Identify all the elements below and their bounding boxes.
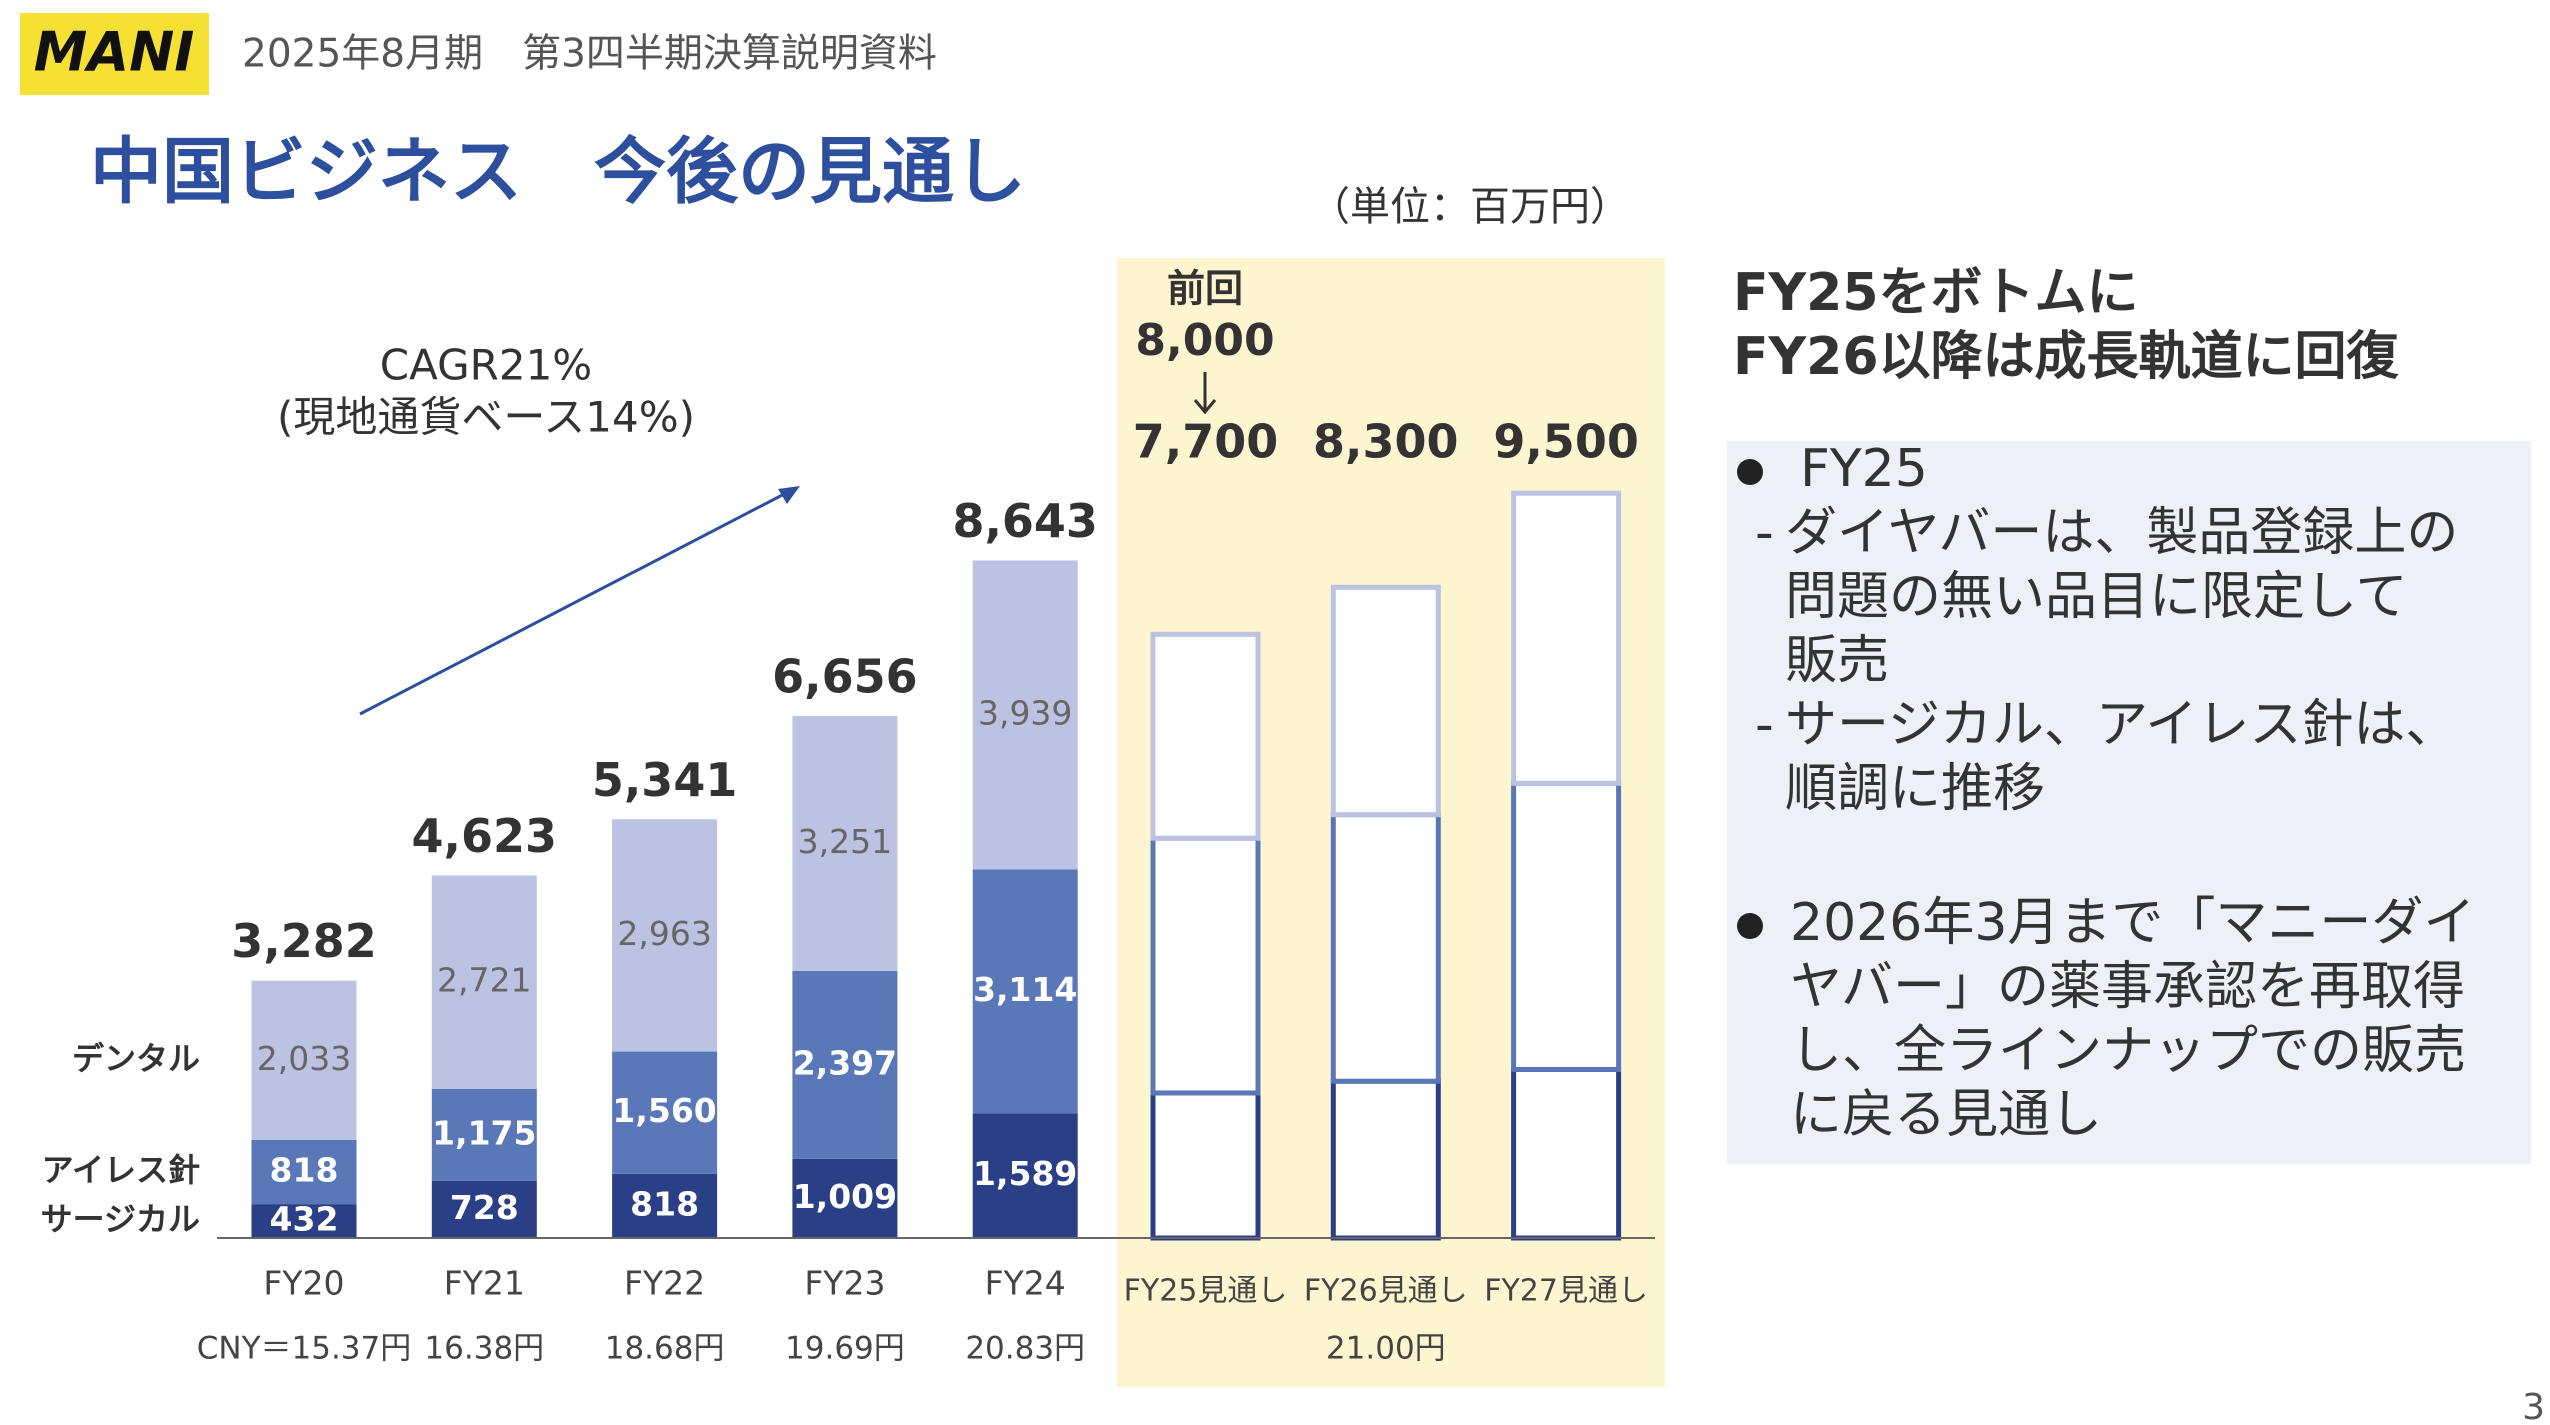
- value-label: 3,251: [798, 822, 892, 861]
- value-label: 2,033: [257, 1039, 351, 1078]
- bullet-text: 販売: [1785, 631, 1889, 691]
- forecast-segment: [1150, 1090, 1261, 1241]
- total-label: 3,282: [231, 914, 377, 968]
- forecast-segment: [1511, 490, 1622, 786]
- value-label: 432: [270, 1200, 339, 1239]
- forecast-segment: [1150, 631, 1261, 841]
- value-label: 1,175: [432, 1113, 536, 1152]
- bar-segment: [972, 560, 1078, 870]
- x-tick-label: FY25見通し: [1124, 1274, 1288, 1309]
- bullet-text: ダイヤバーは、製品登録上の: [1785, 503, 2458, 563]
- value-label: 1,560: [612, 1091, 716, 1130]
- total-label: 6,656: [772, 650, 918, 704]
- value-label: 1,589: [973, 1154, 1077, 1193]
- logo-box: [20, 13, 209, 95]
- value-label: 1,009: [793, 1177, 897, 1216]
- bullet-text: し、全ラインナップでの販売: [1790, 1021, 2466, 1081]
- value-label: 728: [450, 1188, 519, 1227]
- previous-arrowhead: [1193, 399, 1217, 415]
- bullet-text: に戻る見通し: [1790, 1085, 2102, 1145]
- bar-segment: [251, 1140, 357, 1205]
- series-label: デンタル: [72, 1039, 200, 1077]
- x-tick-label: FY22: [624, 1264, 705, 1303]
- exchange-rate: 16.38円: [424, 1331, 544, 1367]
- value-label: 3,939: [978, 693, 1072, 732]
- value-label: 2,397: [793, 1043, 897, 1082]
- unit: （単位：百万円）: [1310, 184, 1630, 230]
- slide-title: 中国ビジネス 今後の見通し: [90, 130, 1026, 214]
- x-tick-label: FY23: [804, 1264, 885, 1303]
- total-label: 9,500: [1493, 415, 1639, 469]
- cagr-arrowhead: [778, 486, 800, 504]
- bar-segment: [612, 1173, 718, 1238]
- total-label: 4,623: [412, 809, 558, 863]
- logo: MANI: [34, 21, 195, 84]
- x-tick-label: FY24: [985, 1264, 1066, 1303]
- forecast-segment: [1330, 812, 1441, 1084]
- forecast-segment: [1511, 780, 1622, 1072]
- bar-segment: [431, 1088, 537, 1181]
- panel-box: [1727, 441, 2531, 1164]
- panel-heading: FY25をボトムに: [1733, 263, 2139, 323]
- bar-segment: [431, 1180, 537, 1238]
- bar-segment: [251, 980, 357, 1140]
- bar-segment: [792, 1158, 898, 1238]
- dash: -: [1755, 503, 1774, 563]
- value-label: 3,114: [973, 970, 1077, 1009]
- x-tick-label: FY20: [263, 1264, 344, 1303]
- dash: -: [1755, 695, 1774, 755]
- series-label: アイレス針: [42, 1151, 200, 1189]
- bullet-text: 問題の無い品目に限定して: [1785, 567, 2407, 627]
- page-number: 3: [2522, 1387, 2545, 1425]
- cagr: CAGR21%: [380, 341, 592, 390]
- exchange-rate: 19.69円: [785, 1331, 905, 1367]
- total-label: 8,300: [1313, 415, 1459, 469]
- x-tick-label: FY26見通し: [1304, 1274, 1468, 1309]
- bullet: [1737, 913, 1763, 939]
- exchange-rate: 20.83円: [965, 1331, 1085, 1367]
- total-label: 5,341: [592, 753, 738, 807]
- previous-label: 前回: [1167, 267, 1243, 311]
- bullet-text: 順調に推移: [1785, 759, 2045, 819]
- forecast-segment: [1330, 584, 1441, 818]
- bullet-text: 2026年3月まで「マニーダイ: [1790, 893, 2475, 953]
- forecast-segment: [1150, 835, 1261, 1096]
- bullet-text: ヤバー」の薬事承認を再取得: [1790, 957, 2465, 1017]
- bar-segment: [792, 970, 898, 1159]
- previous-value: 8,000: [1135, 315, 1274, 366]
- exchange-rate: 18.68円: [605, 1331, 725, 1367]
- bar-segment: [612, 1051, 718, 1174]
- x-tick-label: FY27見通し: [1484, 1274, 1648, 1309]
- value-label: 818: [630, 1184, 699, 1223]
- value-label: 818: [270, 1151, 339, 1190]
- panel-heading: FY26以降は成長軌道に回復: [1733, 327, 2400, 387]
- value-label: 2,963: [617, 914, 711, 953]
- cagr-arrow: [359, 489, 791, 716]
- bar-segment: [972, 1113, 1078, 1238]
- exchange-rate: 21.00円: [1326, 1331, 1446, 1367]
- total-label: 8,643: [952, 494, 1098, 548]
- bar-segment: [972, 869, 1078, 1114]
- x-tick-label: FY21: [444, 1264, 525, 1303]
- exchange-rate: CNY＝15.37円: [197, 1331, 412, 1367]
- total-label: 7,700: [1133, 415, 1279, 469]
- forecast-segment: [1511, 1066, 1622, 1241]
- series-label: サージカル: [41, 1200, 200, 1238]
- header-subtitle: 2025年8月期 第3四半期決算説明資料: [242, 32, 937, 77]
- bullet: [1737, 459, 1763, 485]
- bar-segment: [612, 819, 718, 1052]
- bar-segment: [792, 716, 898, 971]
- bar-segment: [251, 1204, 357, 1238]
- value-label: 2,721: [437, 961, 531, 1000]
- bullet-text: サージカル、アイレス針は、: [1785, 695, 2457, 755]
- forecast-segment: [1330, 1078, 1441, 1241]
- bar-segment: [431, 875, 537, 1089]
- cagr-note: (現地通貨ベース14%): [277, 393, 695, 442]
- bullet-title: FY25: [1800, 439, 1928, 499]
